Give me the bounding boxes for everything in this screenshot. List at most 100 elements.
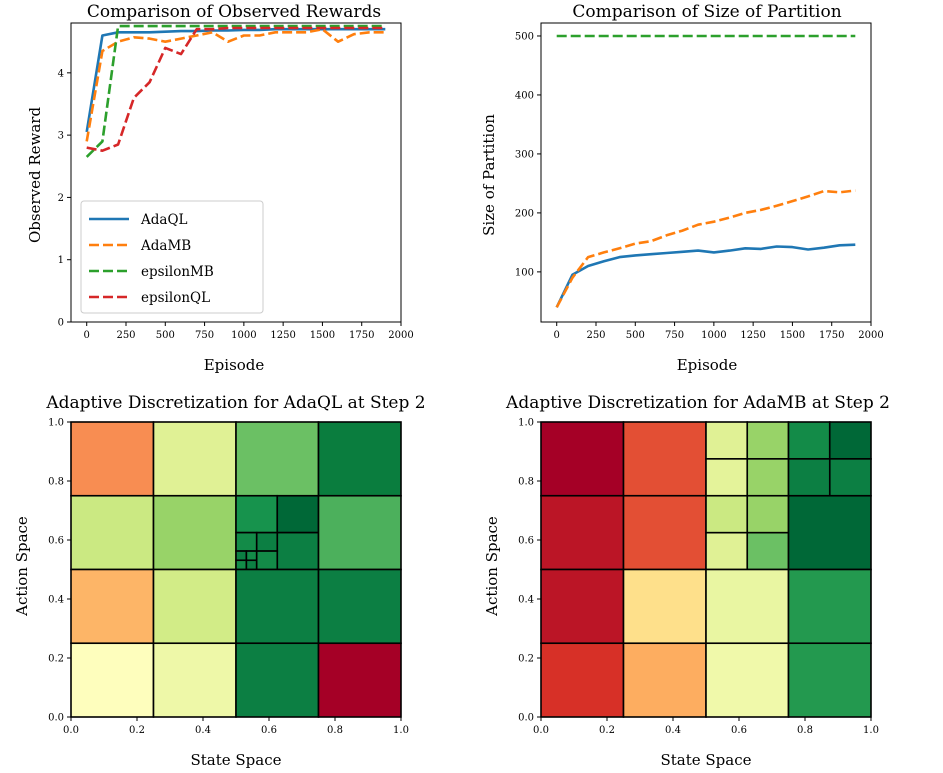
x-tick-label: 250 bbox=[586, 330, 605, 341]
partition-cell bbox=[317, 642, 402, 718]
y-tick-label: 0.6 bbox=[518, 536, 534, 547]
x-axis-label-adamb: State Space bbox=[660, 751, 751, 769]
y-tick-label: 400 bbox=[515, 90, 534, 101]
partition-cell bbox=[235, 531, 258, 552]
x-tick-label: 2000 bbox=[858, 330, 883, 341]
x-tick-label: 1750 bbox=[819, 330, 844, 341]
x-tick-label: 0.8 bbox=[797, 725, 813, 736]
partition-cell bbox=[152, 642, 237, 718]
series-line-epsilonql bbox=[86, 26, 386, 152]
partition-cell bbox=[317, 421, 402, 497]
plot-frame bbox=[70, 22, 402, 323]
y-tick-label: 4 bbox=[58, 68, 64, 79]
partition-cell bbox=[70, 421, 155, 497]
partition-cell bbox=[746, 421, 790, 460]
x-tick-label: 1.0 bbox=[393, 725, 409, 736]
y-tick-label: 2 bbox=[58, 193, 64, 204]
plot-frame bbox=[540, 22, 872, 323]
x-tick-label: 750 bbox=[195, 330, 214, 341]
partition-cell bbox=[540, 494, 625, 571]
x-tick-label: 0.8 bbox=[327, 725, 343, 736]
y-tick-label: 0.4 bbox=[48, 595, 64, 606]
series-line-adamb bbox=[85, 27, 386, 142]
partition-cell bbox=[235, 568, 320, 645]
y-tick-label: 0.0 bbox=[48, 713, 64, 724]
panel-adamb-discretization: Adaptive Discretization for AdaMB at Ste… bbox=[483, 393, 890, 769]
series-line-adaql bbox=[555, 243, 856, 308]
partition-cell bbox=[235, 421, 320, 497]
partition-cell bbox=[705, 458, 749, 497]
partition-cell bbox=[276, 531, 320, 571]
plot-frame bbox=[70, 421, 402, 718]
partition-cell bbox=[235, 550, 248, 562]
legend-label-adaql: AdaQL bbox=[140, 212, 188, 228]
partition-cell bbox=[622, 568, 707, 645]
x-axis-label-adaql: State Space bbox=[190, 751, 281, 769]
x-tick-label: 250 bbox=[116, 330, 135, 341]
panel-adaql-discretization: Adaptive Discretization for AdaQL at Ste… bbox=[13, 393, 426, 769]
partition-cell bbox=[787, 458, 831, 497]
partition-cell bbox=[787, 494, 872, 571]
partition-cell bbox=[622, 421, 707, 497]
y-tick-label: 1 bbox=[58, 255, 64, 266]
partition-cell bbox=[245, 559, 258, 571]
partition-cell bbox=[70, 568, 155, 645]
partition-cell bbox=[746, 494, 790, 534]
x-tick-label: 0.0 bbox=[63, 725, 79, 736]
chart-title-adamb: Adaptive Discretization for AdaMB at Ste… bbox=[505, 393, 890, 413]
legend-label-epsilonmb: epsilonMB bbox=[141, 264, 214, 280]
partition-cell bbox=[622, 494, 707, 571]
y-tick-label: 200 bbox=[515, 208, 534, 219]
partition-cell bbox=[245, 550, 258, 562]
x-tick-label: 1500 bbox=[310, 330, 335, 341]
partition-cell bbox=[70, 642, 155, 718]
y-tick-label: 0 bbox=[58, 318, 64, 329]
y-tick-label: 0.6 bbox=[48, 536, 64, 547]
legend-label-adamb: AdaMB bbox=[140, 238, 191, 254]
series-line-epsilonmb bbox=[85, 24, 386, 158]
x-tick-label: 0.4 bbox=[665, 725, 681, 736]
partition-cell bbox=[255, 531, 279, 552]
partition-cell bbox=[828, 421, 872, 460]
series-line-adamb bbox=[555, 189, 856, 308]
y-tick-label: 0.0 bbox=[518, 713, 534, 724]
y-tick-label: 3 bbox=[58, 131, 64, 142]
partition-cell bbox=[70, 494, 155, 571]
chart-title-adaql: Adaptive Discretization for AdaQL at Ste… bbox=[45, 393, 425, 413]
partition-cell bbox=[152, 568, 237, 645]
partition-cell bbox=[622, 642, 707, 718]
partition-cell bbox=[540, 568, 625, 645]
y-axis-label-adaql: Action Space bbox=[13, 516, 31, 617]
partition-cell bbox=[705, 642, 790, 718]
x-tick-label: 1250 bbox=[740, 330, 765, 341]
partition-cell bbox=[540, 642, 625, 718]
x-tick-label: 1750 bbox=[349, 330, 374, 341]
partition-cell bbox=[746, 458, 790, 497]
plot-frame bbox=[540, 421, 872, 718]
partition-cell bbox=[276, 494, 320, 534]
y-tick-label: 1.0 bbox=[518, 418, 534, 429]
x-tick-label: 0.0 bbox=[533, 725, 549, 736]
legend-label-epsilonql: epsilonQL bbox=[141, 290, 210, 306]
series-line-adaql bbox=[85, 27, 386, 133]
x-tick-label: 0 bbox=[84, 330, 90, 341]
legend-box bbox=[80, 200, 264, 314]
x-tick-label: 0.2 bbox=[129, 725, 145, 736]
x-tick-label: 1.0 bbox=[863, 725, 879, 736]
y-tick-label: 0.8 bbox=[518, 477, 534, 488]
y-axis-label-rewards: Observed Reward bbox=[26, 107, 44, 243]
x-tick-label: 0.4 bbox=[195, 725, 211, 736]
y-axis-label-partition: Size of Partition bbox=[480, 114, 498, 236]
chart-title-partition: Comparison of Size of Partition bbox=[572, 2, 841, 22]
x-tick-label: 2000 bbox=[388, 330, 413, 341]
partition-cell bbox=[235, 559, 248, 571]
y-tick-label: 300 bbox=[515, 149, 534, 160]
panel-partition-size: Comparison of Size of Partition Episode … bbox=[480, 2, 884, 374]
y-tick-label: 0.4 bbox=[518, 595, 534, 606]
y-tick-label: 1.0 bbox=[48, 418, 64, 429]
x-tick-label: 1000 bbox=[231, 330, 256, 341]
partition-cell bbox=[705, 531, 749, 571]
x-tick-label: 500 bbox=[156, 330, 175, 341]
chart-title-rewards: Comparison of Observed Rewards bbox=[87, 2, 381, 22]
